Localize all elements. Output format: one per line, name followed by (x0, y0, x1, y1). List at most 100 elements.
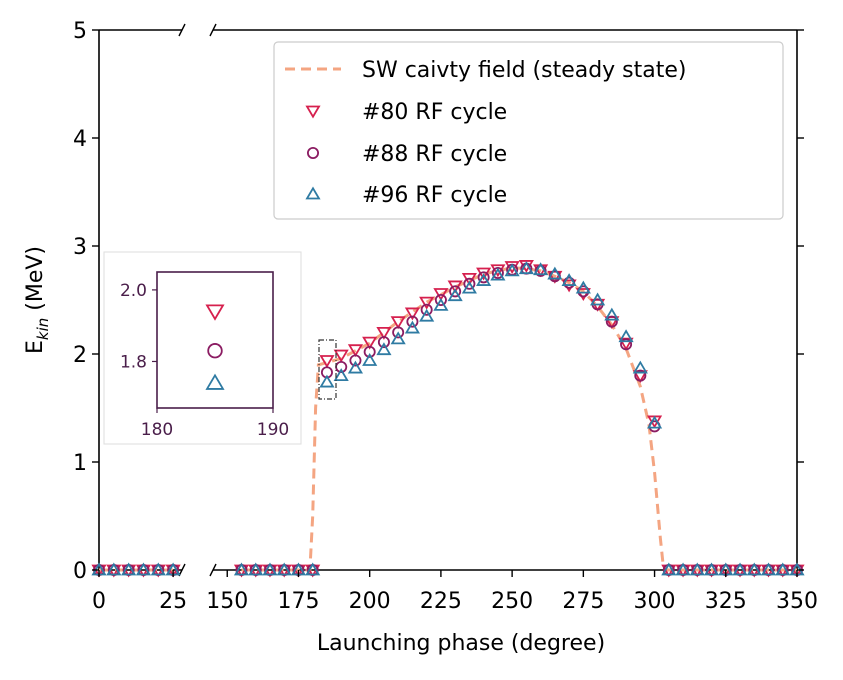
y-tick-label: 4 (73, 127, 87, 152)
data-point (504, 261, 520, 274)
data-point (433, 297, 449, 311)
data-point (461, 280, 477, 294)
legend-label-88: #88 RF cycle (362, 142, 507, 167)
data-point (449, 285, 462, 298)
data-point (746, 562, 762, 576)
data-point (419, 296, 435, 310)
data-point (661, 562, 677, 576)
data-point (121, 562, 137, 576)
y-tick-label: 2 (73, 343, 87, 368)
data-point (632, 360, 648, 374)
data-point (362, 353, 378, 366)
legend: SW caivty field (steady state) #80 RF cy… (273, 41, 784, 220)
x-tick-label: 200 (349, 589, 391, 614)
inset: 180 190 1.8 2.0 (103, 251, 302, 445)
data-point (476, 273, 492, 286)
data-point (377, 336, 390, 349)
inset-axes-frame (156, 271, 274, 409)
legend-marker-88 (306, 146, 319, 159)
data-point (547, 266, 563, 280)
data-point (618, 329, 634, 343)
data-point (319, 355, 335, 368)
data-point (404, 307, 420, 321)
data-point (504, 263, 520, 277)
data-point (349, 354, 362, 367)
legend-marker-96 (305, 186, 321, 200)
inset-data-point (207, 343, 223, 359)
data-point (447, 288, 463, 302)
x-tick-label: 275 (562, 589, 604, 614)
inset-x-tick-label: 190 (257, 420, 289, 440)
x-tick-label: 25 (159, 589, 187, 614)
zoom-region-box (318, 339, 337, 400)
y-tick-label: 1 (73, 451, 87, 476)
data-point (760, 562, 777, 576)
x-axis-label: Launching phase (degree) (317, 631, 605, 656)
inset-background (103, 251, 302, 445)
data-point (575, 288, 591, 301)
tick-labels: 0 1 2 3 4 5 0 25 150 175 200 225 250 275 300 325 350 (73, 19, 818, 614)
data-point (533, 262, 549, 276)
data-point (518, 260, 534, 273)
legend-marker (306, 146, 319, 159)
data-point (420, 303, 433, 316)
data-point (732, 562, 748, 576)
y-tick-label: 3 (73, 235, 87, 260)
data-point (775, 562, 791, 576)
data-point (605, 315, 618, 328)
data-point (646, 415, 663, 429)
data-point (362, 336, 378, 350)
inset-data-point (205, 373, 225, 390)
y-tick-label: 5 (73, 19, 87, 44)
x-tick-label: 325 (705, 589, 747, 614)
data-point (390, 331, 406, 345)
data-point (404, 320, 420, 334)
inset-content: 180 190 1.8 2.0 (120, 281, 289, 440)
data-point (561, 273, 577, 286)
data-point (406, 315, 419, 328)
legend-label-sw: SW caivty field (steady state) (362, 58, 687, 83)
data-point (463, 277, 476, 290)
data-point (347, 344, 364, 358)
data-point (376, 326, 392, 340)
data-point (590, 292, 606, 306)
data-point (305, 562, 321, 576)
legend-frame (273, 41, 784, 220)
axis-break-mark (178, 563, 186, 577)
data-point (276, 562, 292, 576)
data-point (392, 326, 405, 339)
data-point (620, 338, 633, 351)
data-point (248, 562, 264, 576)
y-axis-label: Ekin (MeV) (23, 246, 52, 354)
data-point (150, 562, 166, 576)
x-tick-label: 350 (776, 589, 818, 614)
data-point (319, 374, 335, 388)
data-point (233, 562, 250, 576)
data-point (434, 293, 447, 306)
x-tick-label: 225 (420, 589, 462, 614)
legend-label-80: #80 RF cycle (362, 100, 507, 125)
inset-y-tick-label: 1.8 (120, 352, 147, 372)
data-point (477, 271, 490, 284)
data-point (363, 345, 376, 358)
axis-break-mark (209, 23, 217, 37)
data-point (703, 562, 720, 576)
legend-marker (305, 105, 321, 119)
data-point (490, 264, 506, 278)
x-tick-label: 300 (634, 589, 676, 614)
data-point (675, 562, 691, 576)
data-point (518, 261, 534, 275)
data-point (634, 369, 647, 382)
sw-cavity-field-line (241, 266, 797, 572)
x-tick-label: 175 (277, 589, 319, 614)
legend-marker (305, 186, 321, 200)
data-point (419, 308, 435, 322)
inset-y-tick-label: 2.0 (120, 281, 147, 301)
x-tick-label: 0 (92, 589, 106, 614)
x-tick-label: 250 (491, 589, 533, 614)
data-point (390, 316, 406, 330)
data-point (333, 368, 349, 382)
data-point (490, 267, 506, 281)
y-tick-label: 0 (73, 559, 87, 584)
